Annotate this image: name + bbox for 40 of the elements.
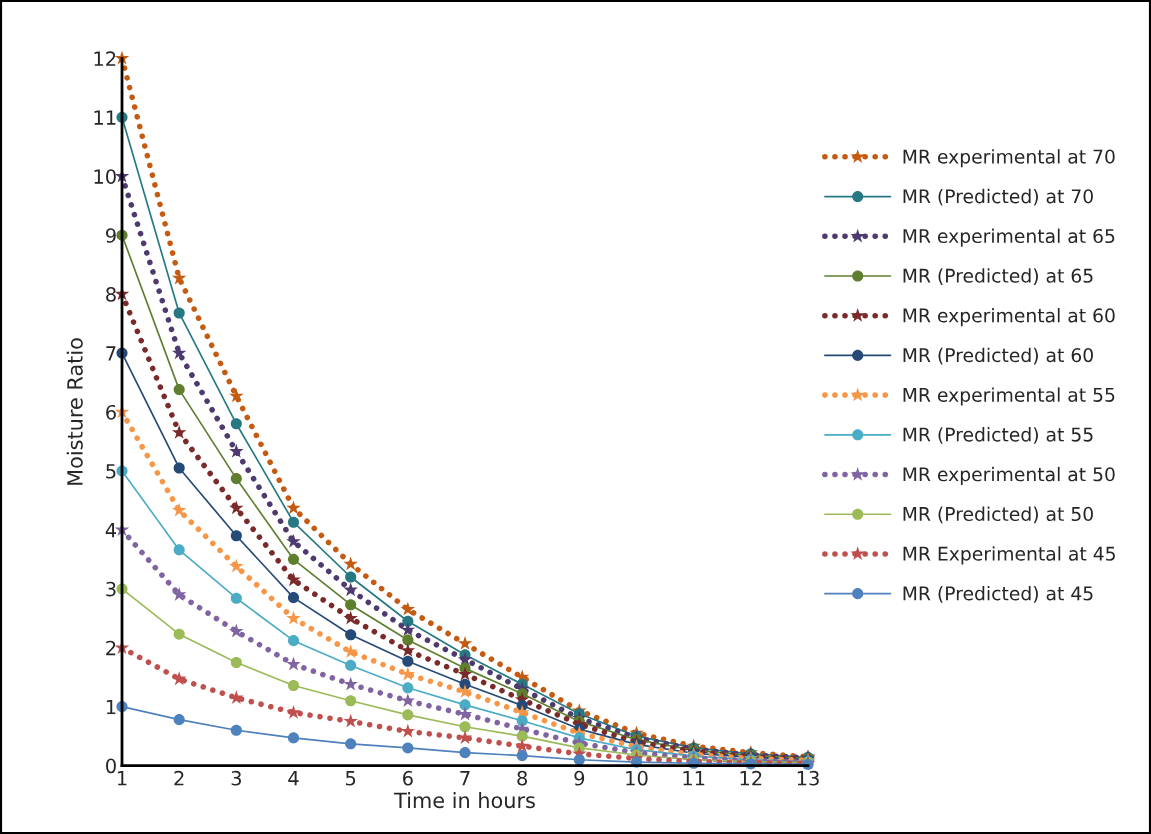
legend-label: MR experimental at 50 — [903, 466, 1115, 485]
y-tick-label: 9 — [106, 228, 116, 243]
x-tick-label: 2 — [174, 770, 184, 786]
legend-label: MR (Predicted) at 50 — [903, 506, 1093, 524]
legend-label: MR experimental at 70 — [903, 149, 1115, 168]
y-axis-title: Moisture Ratio — [66, 338, 83, 485]
y-tick-label: 11 — [94, 110, 116, 125]
legend-label: MR (Predicted) at 45 — [903, 585, 1093, 603]
x-tick-label: 10 — [626, 770, 648, 786]
y-tick-label: 1 — [106, 699, 116, 715]
legend-label: MR (Predicted) at 65 — [903, 268, 1093, 286]
x-tick-label: 11 — [683, 771, 705, 786]
x-tick-label: 3 — [231, 770, 241, 786]
y-tick-label: 10 — [94, 169, 116, 184]
y-tick-label: 4 — [105, 523, 117, 538]
y-tick-label: 8 — [106, 287, 116, 302]
y-tick-label: 5 — [106, 464, 116, 479]
x-tick-label: 8 — [517, 770, 528, 786]
y-tick-label: 12 — [94, 51, 116, 66]
x-tick-label: 7 — [460, 771, 470, 786]
y-tick-label: 3 — [106, 581, 116, 597]
x-tick-label: 13 — [797, 770, 819, 786]
legend-label: MR experimental at 65 — [903, 228, 1115, 247]
x-axis-title: Time in hours — [394, 792, 535, 809]
legend-label: MR Experimental at 45 — [903, 546, 1115, 565]
legend-label: MR (Predicted) at 55 — [903, 427, 1093, 444]
legend-label: MR experimental at 55 — [903, 387, 1115, 406]
legend-label: MR experimental at 60 — [903, 308, 1115, 327]
legend-label: MR (Predicted) at 60 — [903, 347, 1093, 365]
x-tick-label: 9 — [574, 770, 585, 786]
x-tick-label: 12 — [740, 770, 762, 786]
x-tick-label: 4 — [288, 771, 299, 786]
x-tick-label: 6 — [403, 770, 413, 786]
x-tick-label: 5 — [345, 771, 356, 786]
x-tick-label: 1 — [117, 771, 127, 786]
legend-label: MR (Predicted) at 70 — [903, 188, 1093, 206]
y-tick-label: 2 — [106, 640, 116, 656]
y-tick-label: 6 — [106, 404, 116, 420]
y-tick-label: 7 — [106, 346, 116, 361]
y-tick-label: 0 — [106, 758, 116, 774]
